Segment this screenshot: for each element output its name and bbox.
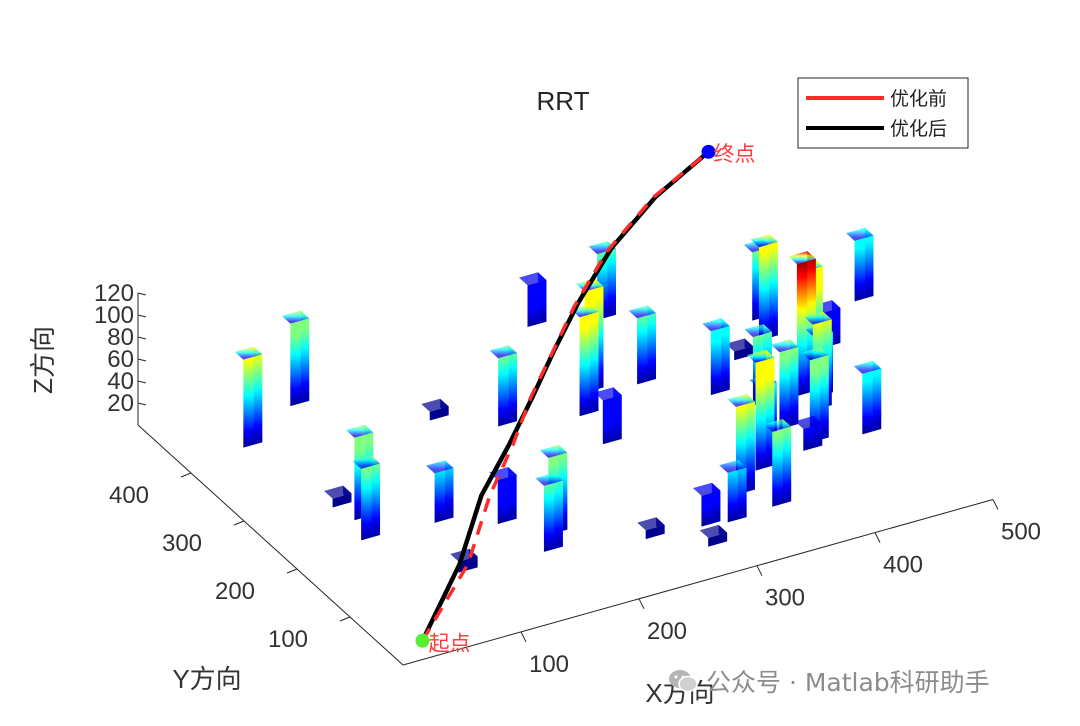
z-tick-label: 120 — [94, 280, 134, 307]
obstacle-bar — [853, 360, 882, 435]
obstacle-bar — [794, 415, 823, 451]
obstacle-bar — [725, 338, 754, 361]
x-axis-line — [402, 499, 994, 666]
goal-marker — [701, 144, 716, 159]
y-tick-mark — [339, 616, 351, 622]
obstacle-bar — [421, 398, 449, 421]
obstacle-bar — [702, 318, 730, 396]
obstacle-bar — [770, 339, 799, 430]
obstacle-bar — [281, 310, 310, 407]
y-axis-line — [137, 424, 404, 666]
y-tick-label: 200 — [215, 578, 255, 605]
obstacle-bar — [489, 467, 517, 525]
start-marker — [415, 633, 430, 648]
y-tick-label: 100 — [268, 626, 308, 653]
x-tick-mark — [638, 598, 645, 610]
x-tick-label: 500 — [1001, 519, 1041, 546]
obstacle-bar — [324, 485, 352, 508]
x-tick-mark — [992, 499, 999, 510]
chart-title: RRT — [537, 86, 590, 116]
y-tick-label: 300 — [162, 530, 202, 557]
z-tick-mark — [137, 402, 147, 406]
z-axis-label: Z方向 — [28, 326, 58, 394]
y-tick-mark — [286, 568, 298, 574]
legend-label-before: 优化前 — [890, 88, 947, 110]
y-axis-label: Y方向 — [172, 664, 241, 694]
watermark: 公众号 · Matlab科研助手 — [668, 664, 990, 698]
x-tick-label: 200 — [647, 618, 687, 645]
x-tick-label: 100 — [529, 651, 569, 678]
x-tick-label: 400 — [883, 552, 923, 579]
x-tick-mark — [756, 565, 763, 576]
obstacle-bar — [692, 482, 721, 527]
obstacle-bar — [763, 418, 792, 507]
z-tick-mark — [137, 314, 147, 318]
axis-ticks: 1002003004005001002003004002040608010012… — [94, 280, 1041, 678]
x-tick-mark — [874, 532, 881, 543]
paths: 起点 终点 — [415, 142, 756, 656]
z-tick-mark — [137, 336, 147, 340]
start-label: 起点 — [429, 632, 471, 656]
obstacle-bar — [750, 234, 778, 341]
obstacle-bar — [234, 346, 263, 448]
z-tick-mark — [137, 380, 147, 384]
obstacle-bar — [594, 387, 622, 445]
legend-label-after: 优化后 — [890, 118, 947, 140]
obstacle-bar — [571, 304, 599, 417]
x-tick-mark — [520, 631, 527, 643]
obstacle-bar — [719, 459, 747, 523]
y-tick-label: 400 — [109, 482, 149, 509]
obstacle-bars — [234, 227, 882, 573]
obstacle-bar — [637, 517, 665, 540]
obstacle-bar — [535, 472, 563, 552]
path-before-line — [420, 150, 710, 642]
goal-label: 终点 — [714, 142, 756, 166]
legend: 优化前 优化后 — [797, 77, 969, 149]
watermark-text: 公众号 · Matlab科研助手 — [706, 668, 990, 697]
z-tick-mark — [137, 292, 147, 296]
obstacle-bar — [747, 349, 775, 471]
y-tick-mark — [180, 472, 192, 478]
z-tick-label: 80 — [107, 324, 134, 351]
z-tick-label: 100 — [94, 302, 134, 329]
obstacle-bar — [519, 272, 547, 328]
y-tick-mark — [233, 520, 245, 526]
obstacle-bar — [846, 227, 874, 302]
z-tick-label: 40 — [107, 368, 134, 395]
z-tick-label: 20 — [107, 390, 134, 417]
legend-box — [797, 77, 969, 149]
obstacle-bar — [727, 393, 755, 495]
wechat-icon — [669, 670, 698, 693]
obstacle-bar — [699, 524, 728, 547]
obstacle-bar — [426, 460, 454, 523]
z-tick-mark — [137, 358, 147, 362]
x-tick-label: 300 — [765, 585, 805, 612]
obstacle-bar — [628, 305, 656, 385]
obstacle-bar — [352, 455, 381, 541]
z-tick-label: 60 — [107, 346, 134, 373]
obstacle-bar — [489, 345, 518, 427]
